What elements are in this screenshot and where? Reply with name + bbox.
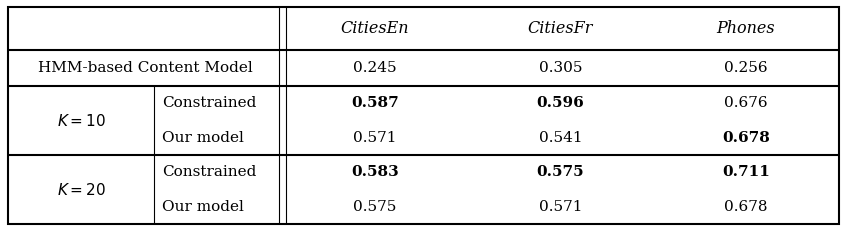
Text: 0.575: 0.575	[353, 200, 396, 214]
Text: 0.571: 0.571	[539, 200, 582, 214]
Text: 0.711: 0.711	[722, 165, 770, 179]
Text: 0.571: 0.571	[353, 131, 397, 145]
Text: 0.256: 0.256	[724, 61, 767, 75]
Text: 0.678: 0.678	[724, 200, 767, 214]
Text: 0.587: 0.587	[352, 96, 399, 110]
Text: HMM-based Content Model: HMM-based Content Model	[38, 61, 252, 75]
Text: 0.678: 0.678	[722, 131, 770, 145]
Text: Our model: Our model	[163, 200, 244, 214]
Text: CitiesFr: CitiesFr	[528, 20, 593, 37]
Text: 0.245: 0.245	[353, 61, 397, 75]
Text: $K = 20$: $K = 20$	[57, 182, 106, 198]
Text: 0.596: 0.596	[537, 96, 584, 110]
Text: Our model: Our model	[163, 131, 244, 145]
Text: Constrained: Constrained	[163, 165, 257, 179]
Text: Phones: Phones	[717, 20, 775, 37]
Text: $K = 10$: $K = 10$	[57, 113, 106, 129]
Text: 0.583: 0.583	[352, 165, 399, 179]
Text: 0.575: 0.575	[537, 165, 584, 179]
Text: CitiesEn: CitiesEn	[340, 20, 409, 37]
Text: 0.541: 0.541	[539, 131, 582, 145]
Text: 0.676: 0.676	[724, 96, 767, 110]
Text: Constrained: Constrained	[163, 96, 257, 110]
Text: 0.305: 0.305	[539, 61, 582, 75]
